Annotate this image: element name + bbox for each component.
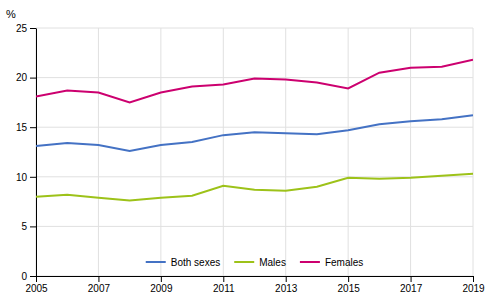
legend-item: Both sexes xyxy=(146,257,220,268)
x-tick-mark xyxy=(348,276,349,282)
legend-swatch xyxy=(146,261,166,263)
legend-item: Females xyxy=(300,257,363,268)
y-tick-mark xyxy=(30,28,36,29)
y-tick-label: 25 xyxy=(16,23,28,34)
y-tick: 10 xyxy=(16,172,36,183)
grid-line xyxy=(223,28,224,276)
legend-label: Both sexes xyxy=(171,257,220,268)
y-tick-label: 5 xyxy=(21,221,27,232)
grid-line xyxy=(36,226,473,227)
legend: Both sexes Males Females xyxy=(146,257,364,268)
y-tick: 0 xyxy=(21,271,36,282)
x-tick: 2015 xyxy=(338,276,361,294)
x-tick: 2013 xyxy=(275,276,298,294)
x-tick: 2019 xyxy=(462,276,485,294)
grid-line xyxy=(473,28,474,276)
grid-line xyxy=(285,28,286,276)
x-tick: 2007 xyxy=(88,276,111,294)
x-tick-label: 2013 xyxy=(275,283,298,294)
grid xyxy=(36,28,473,276)
x-tick-label: 2007 xyxy=(88,283,111,294)
x-tick-mark xyxy=(473,276,474,282)
y-tick-mark xyxy=(30,276,36,277)
x-tick-mark xyxy=(223,276,224,282)
series-line xyxy=(36,174,473,201)
y-axis-label: % xyxy=(6,8,16,20)
x-tick-mark xyxy=(161,276,162,282)
y-tick: 5 xyxy=(21,221,36,232)
chart: 2005 2007 2009 2011 2013 2015 2017 2019 0 5 10 15 20… xyxy=(0,0,491,302)
plot-area: 2005 2007 2009 2011 2013 2015 2017 2019 0 5 10 15 20… xyxy=(16,23,485,294)
lines xyxy=(36,60,473,201)
legend-swatch xyxy=(300,261,320,263)
grid-line xyxy=(160,28,161,276)
x-axis: 2005 2007 2009 2011 2013 2015 2017 2019 xyxy=(25,276,485,294)
series-line xyxy=(36,115,473,151)
series-line xyxy=(36,60,473,103)
y-tick-mark xyxy=(30,177,36,178)
y-tick: 20 xyxy=(16,72,36,83)
grid-line xyxy=(98,28,99,276)
grid-line xyxy=(36,276,473,277)
legend-label: Males xyxy=(259,257,286,268)
grid-line xyxy=(36,28,37,276)
grid-line xyxy=(410,28,411,276)
legend-item: Males xyxy=(234,257,286,268)
x-tick: 2005 xyxy=(25,276,48,294)
grid-line xyxy=(36,28,473,29)
legend-swatch xyxy=(234,261,254,263)
x-tick: 2017 xyxy=(400,276,423,294)
y-tick-mark xyxy=(30,78,36,79)
x-tick-label: 2019 xyxy=(462,283,485,294)
y-axis-line xyxy=(36,29,37,277)
x-tick-label: 2009 xyxy=(150,283,173,294)
x-tick-mark xyxy=(36,276,37,282)
x-tick-mark xyxy=(411,276,412,282)
x-tick-mark xyxy=(286,276,287,282)
y-tick-label: 10 xyxy=(16,172,28,183)
y-tick-label: 20 xyxy=(16,72,28,83)
grid-line xyxy=(36,127,473,128)
legend-label: Females xyxy=(325,257,363,268)
x-tick: 2009 xyxy=(150,276,173,294)
grid-line xyxy=(348,28,349,276)
y-tick-mark xyxy=(30,127,36,128)
x-axis-line xyxy=(37,276,474,277)
y-tick-mark xyxy=(30,226,36,227)
x-tick-mark xyxy=(98,276,99,282)
y-tick-label: 15 xyxy=(16,122,28,133)
x-tick-label: 2017 xyxy=(400,283,423,294)
x-tick: 2011 xyxy=(213,276,235,294)
x-tick-label: 2015 xyxy=(338,283,361,294)
y-axis: 0 5 10 15 20 25 xyxy=(16,23,37,282)
x-tick-label: 2005 xyxy=(25,283,48,294)
y-tick-label: 0 xyxy=(21,271,27,282)
y-tick: 25 xyxy=(16,23,36,34)
x-tick-label: 2011 xyxy=(213,283,235,294)
y-tick: 15 xyxy=(16,122,36,133)
